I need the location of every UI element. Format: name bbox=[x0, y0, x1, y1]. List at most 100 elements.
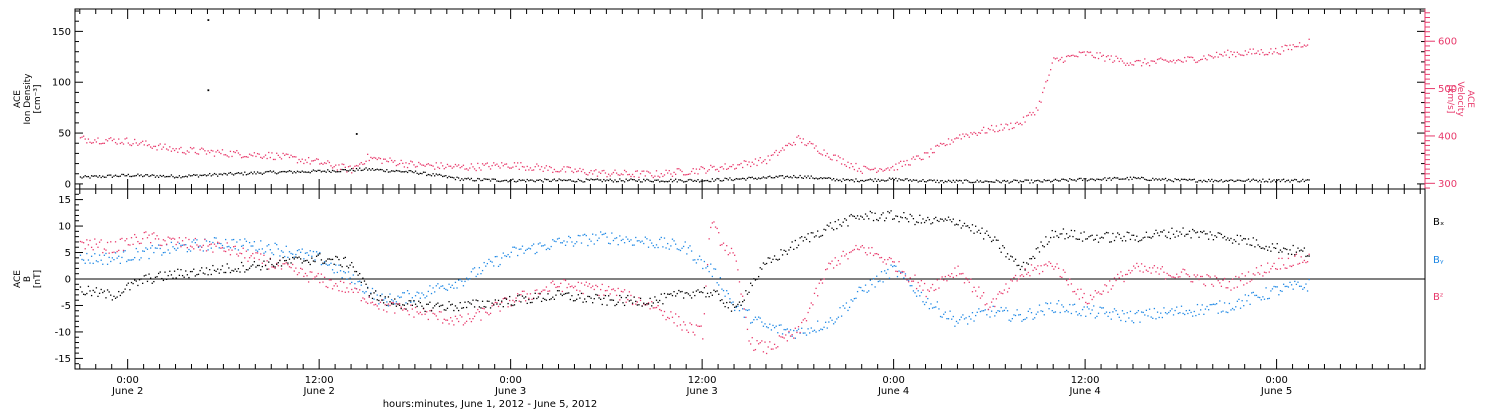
density-point bbox=[750, 177, 752, 179]
by-point bbox=[1132, 321, 1135, 324]
velocity-point bbox=[392, 161, 394, 163]
by-point bbox=[994, 315, 996, 317]
velocity-point bbox=[100, 143, 102, 145]
bz-point bbox=[376, 305, 378, 307]
bx-point bbox=[660, 293, 662, 295]
velocity-point bbox=[359, 163, 361, 165]
by-point bbox=[1302, 288, 1304, 290]
density-point bbox=[293, 171, 295, 173]
bx-point bbox=[1019, 268, 1021, 271]
bx-point bbox=[153, 280, 155, 283]
bx-point bbox=[325, 260, 327, 262]
bx-point bbox=[1265, 245, 1267, 248]
bx-point bbox=[820, 235, 822, 237]
bx-point bbox=[419, 302, 421, 304]
density-point bbox=[1219, 180, 1221, 182]
bz-point bbox=[1254, 274, 1256, 276]
density-point bbox=[922, 178, 924, 181]
bx-point bbox=[845, 219, 848, 221]
velocity-point bbox=[858, 167, 860, 170]
density-point bbox=[1021, 180, 1023, 183]
by-point bbox=[1155, 318, 1157, 320]
density-point bbox=[1286, 179, 1288, 182]
bz-point bbox=[154, 238, 157, 240]
top-right-tick-label: 600 bbox=[1438, 37, 1457, 48]
velocity-point bbox=[834, 154, 836, 156]
bz-point bbox=[946, 280, 948, 282]
bz-point bbox=[231, 249, 233, 251]
velocity-point bbox=[1107, 55, 1109, 57]
bz-point bbox=[898, 260, 900, 263]
bx-point bbox=[105, 297, 107, 299]
density-point bbox=[1120, 178, 1122, 180]
density-point bbox=[465, 178, 468, 180]
bz-point bbox=[295, 267, 297, 269]
by-point bbox=[534, 252, 536, 255]
bz-point bbox=[971, 291, 974, 293]
density-point bbox=[352, 169, 354, 172]
by-point bbox=[110, 260, 112, 263]
density-point bbox=[1089, 178, 1092, 180]
density-point bbox=[462, 179, 465, 181]
by-point bbox=[349, 277, 351, 279]
density-point bbox=[778, 175, 781, 177]
bx-point bbox=[901, 217, 903, 219]
by-point bbox=[443, 287, 445, 290]
by-point bbox=[1279, 290, 1282, 292]
density-point bbox=[627, 180, 629, 182]
bx-point bbox=[228, 267, 230, 269]
by-point bbox=[571, 241, 573, 243]
top-right-label-line-3: [km/s] bbox=[1445, 85, 1455, 114]
density-point bbox=[240, 172, 243, 174]
velocity-point bbox=[590, 169, 592, 172]
velocity-point bbox=[735, 167, 737, 169]
velocity-point bbox=[580, 170, 583, 173]
by-point bbox=[138, 259, 141, 261]
bz-point bbox=[1051, 265, 1053, 268]
bx-point bbox=[394, 298, 396, 300]
velocity-point bbox=[571, 170, 573, 172]
bx-point bbox=[499, 303, 501, 305]
bz-point bbox=[390, 302, 393, 304]
bx-point bbox=[504, 297, 506, 300]
bz-point bbox=[1022, 275, 1025, 278]
velocity-point bbox=[753, 163, 755, 165]
bz-point bbox=[1265, 271, 1267, 274]
by-point bbox=[1013, 314, 1015, 316]
bz-point bbox=[263, 254, 265, 256]
bx-point bbox=[955, 223, 958, 225]
bx-point bbox=[743, 299, 745, 301]
density-point bbox=[1200, 179, 1202, 182]
bx-point bbox=[552, 296, 554, 298]
velocity-point bbox=[1110, 55, 1112, 57]
bx-point bbox=[930, 223, 932, 225]
bx-point bbox=[197, 273, 200, 275]
by-point bbox=[1078, 312, 1081, 315]
velocity-point bbox=[478, 167, 481, 169]
velocity-point bbox=[1220, 53, 1223, 56]
by-point bbox=[984, 309, 986, 311]
bx-point bbox=[381, 299, 383, 301]
bz-point bbox=[1003, 289, 1006, 291]
bz-point bbox=[156, 235, 158, 237]
velocity-point bbox=[1137, 59, 1140, 62]
density-point bbox=[483, 178, 485, 180]
by-point bbox=[743, 316, 745, 318]
velocity-point bbox=[761, 162, 763, 164]
by-point bbox=[397, 295, 399, 297]
bx-point bbox=[982, 238, 985, 240]
density-point bbox=[898, 178, 900, 180]
density-point bbox=[569, 179, 571, 181]
density-point bbox=[595, 178, 597, 181]
bx-point bbox=[1070, 229, 1073, 232]
bx-point bbox=[601, 303, 603, 306]
by-point bbox=[1088, 308, 1090, 310]
velocity-point bbox=[279, 156, 281, 158]
bz-point bbox=[1014, 274, 1017, 277]
density-point bbox=[786, 175, 789, 177]
velocity-point bbox=[274, 158, 276, 161]
velocity-point bbox=[1073, 55, 1076, 57]
density-point bbox=[1129, 176, 1132, 178]
density-point bbox=[590, 178, 592, 180]
bz-point bbox=[135, 236, 137, 238]
